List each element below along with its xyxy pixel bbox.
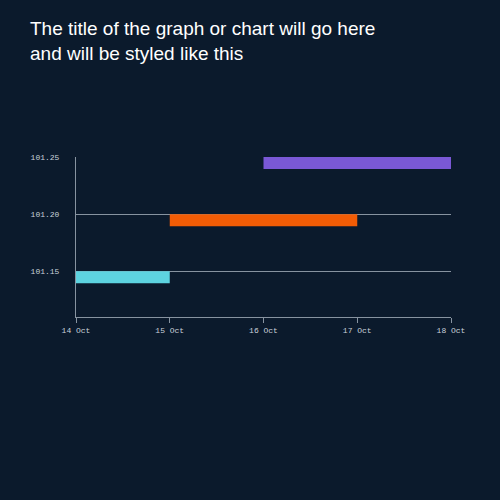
svg-text:101.15: 101.15 [31, 267, 60, 276]
svg-text:18 Oct: 18 Oct [437, 326, 466, 335]
svg-text:101.25: 101.25 [31, 153, 60, 162]
svg-text:15 Oct: 15 Oct [155, 326, 184, 335]
svg-text:17 Oct: 17 Oct [343, 326, 372, 335]
svg-text:14 Oct: 14 Oct [62, 326, 91, 335]
svg-text:The title of the graph or char: The title of the graph or chart will go … [30, 18, 375, 64]
svg-text:16 Oct: 16 Oct [249, 326, 278, 335]
svg-text:101.20: 101.20 [31, 210, 60, 219]
